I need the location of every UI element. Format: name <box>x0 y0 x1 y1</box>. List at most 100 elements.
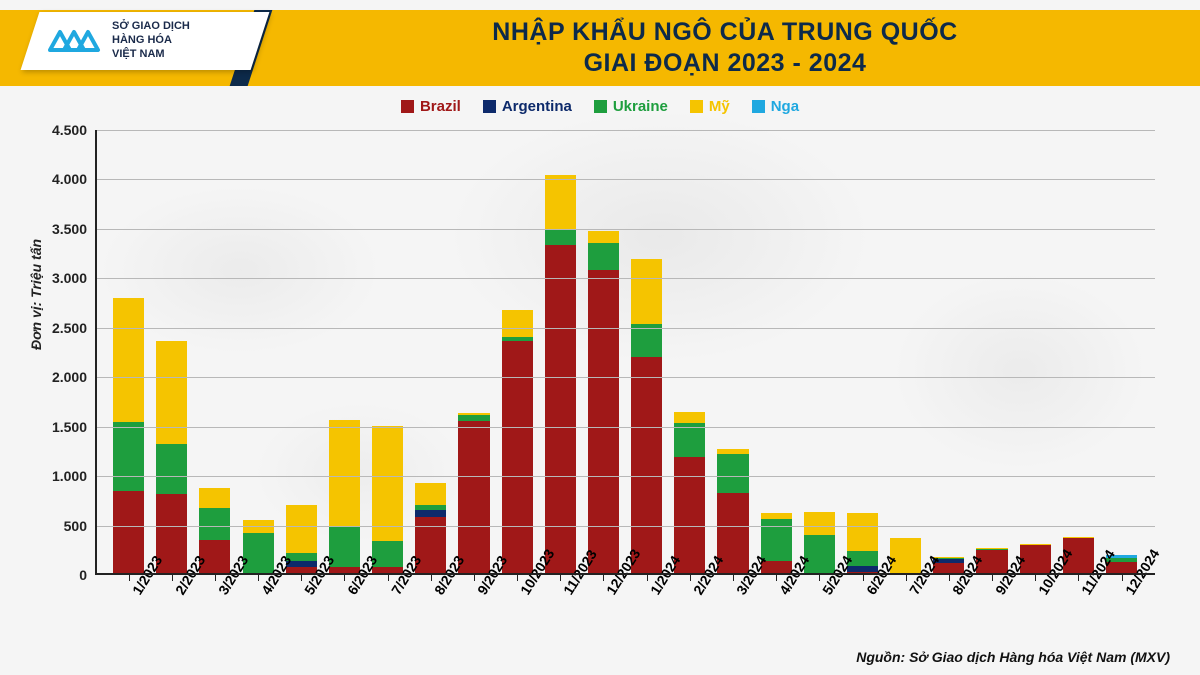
x-tick <box>603 575 604 581</box>
x-tick <box>1035 575 1036 581</box>
bar-seg-my <box>372 426 403 542</box>
bar-seg-ukraine <box>588 243 619 271</box>
legend-item-nga: Nga <box>752 98 799 115</box>
x-tick <box>1078 575 1079 581</box>
legend-label: Nga <box>771 98 799 115</box>
bar-seg-my <box>286 505 317 553</box>
bar-column <box>668 130 711 575</box>
bar-seg-ukraine <box>545 229 576 245</box>
x-label-col: 8/2024 <box>927 575 970 645</box>
x-tick <box>733 575 734 581</box>
bar-column <box>366 130 409 575</box>
bar-seg-brazil <box>502 341 533 575</box>
y-tick-label: 2.000 <box>52 369 87 385</box>
bar-seg-argentina <box>415 510 446 517</box>
bar-seg-my <box>890 538 921 574</box>
y-tick-label: 500 <box>64 518 87 534</box>
bar-column <box>539 130 582 575</box>
x-label-col: 9/2024 <box>970 575 1013 645</box>
bar-column <box>884 130 927 575</box>
legend-swatch <box>752 100 765 113</box>
x-tick <box>344 575 345 581</box>
x-tick <box>1122 575 1123 581</box>
bar-seg-my <box>674 412 705 423</box>
logo-text: SỞ GIAO DỊCH HÀNG HÓA VIỆT NAM <box>112 20 190 61</box>
grid-line <box>95 229 1155 230</box>
x-label-col: 10/2023 <box>496 575 539 645</box>
x-label-col: 12/2024 <box>1100 575 1143 645</box>
bar-seg-ukraine <box>199 508 230 541</box>
grid-line <box>95 377 1155 378</box>
bar-seg-brazil <box>631 357 662 575</box>
chart-area: 1/20232/20233/20234/20235/20236/20237/20… <box>95 130 1155 575</box>
x-label-col: 4/2024 <box>755 575 798 645</box>
x-label-col: 8/2023 <box>409 575 452 645</box>
y-tick-label: 3.500 <box>52 221 87 237</box>
title-line2: GIAI ĐOẠN 2023 - 2024 <box>584 48 867 79</box>
grid-line <box>95 427 1155 428</box>
bar-seg-my <box>502 310 533 337</box>
bar-seg-brazil <box>588 270 619 575</box>
x-tick <box>819 575 820 581</box>
grid-line <box>95 526 1155 527</box>
bar-column <box>409 130 452 575</box>
x-tick <box>690 575 691 581</box>
bar-column <box>625 130 668 575</box>
bar-seg-my <box>156 341 187 445</box>
legend-swatch <box>401 100 414 113</box>
x-label-col: 3/2023 <box>193 575 236 645</box>
x-label-col: 5/2024 <box>798 575 841 645</box>
x-axis-labels: 1/20232/20233/20234/20235/20236/20237/20… <box>95 575 1155 645</box>
legend-item-argentina: Argentina <box>483 98 572 115</box>
grid-line <box>95 278 1155 279</box>
x-tick <box>647 575 648 581</box>
bar-seg-brazil <box>458 421 489 575</box>
x-tick <box>517 575 518 581</box>
bar-column <box>582 130 625 575</box>
x-label-col: 3/2024 <box>711 575 754 645</box>
x-label-col: 6/2024 <box>841 575 884 645</box>
plot-area: 1/20232/20233/20234/20235/20236/20237/20… <box>95 130 1155 575</box>
bar-column <box>711 130 754 575</box>
chart-legend: BrazilArgentinaUkraineMỹNga <box>0 98 1200 115</box>
y-tick-label: 4.000 <box>52 171 87 187</box>
legend-swatch <box>690 100 703 113</box>
legend-item-my: Mỹ <box>690 98 730 115</box>
y-tick-label: 2.500 <box>52 320 87 336</box>
grid-line <box>95 179 1155 180</box>
logo-line3: VIỆT NAM <box>112 48 190 62</box>
x-tick <box>906 575 907 581</box>
bar-seg-my <box>588 231 619 243</box>
x-label-col: 11/2024 <box>1057 575 1100 645</box>
y-axis-title: Đơn vị: Triệu tấn <box>28 239 44 350</box>
x-tick <box>301 575 302 581</box>
bar-column <box>107 130 150 575</box>
x-tick <box>388 575 389 581</box>
bar-seg-my <box>415 483 446 505</box>
bar-column <box>496 130 539 575</box>
x-tick <box>172 575 173 581</box>
logo-line1: SỞ GIAO DỊCH <box>112 20 190 34</box>
x-label-col: 1/2023 <box>107 575 150 645</box>
bar-seg-ukraine <box>243 533 274 575</box>
x-label-col: 10/2024 <box>1014 575 1057 645</box>
bar-seg-ukraine <box>156 444 187 493</box>
logo-line2: HÀNG HÓA <box>112 34 190 48</box>
header: NHẬP KHẨU NGÔ CỦA TRUNG QUỐC GIAI ĐOẠN 2… <box>0 0 1200 92</box>
x-tick <box>129 575 130 581</box>
source-credit: Nguồn: Sở Giao dịch Hàng hóa Việt Nam (M… <box>856 649 1170 665</box>
x-label-col: 7/2023 <box>366 575 409 645</box>
bar-seg-ukraine <box>631 324 662 358</box>
bar-seg-my <box>545 175 576 229</box>
bars-container <box>95 130 1155 575</box>
x-axis-line <box>95 573 1155 575</box>
bar-column <box>1100 130 1143 575</box>
x-tick <box>949 575 950 581</box>
legend-swatch <box>483 100 496 113</box>
x-tick <box>215 575 216 581</box>
logo-badge: SỞ GIAO DỊCH HÀNG HÓA VIỆT NAM <box>21 12 270 70</box>
x-tick <box>258 575 259 581</box>
x-label-col: 9/2023 <box>452 575 495 645</box>
bar-seg-ukraine <box>717 454 748 493</box>
legend-item-brazil: Brazil <box>401 98 461 115</box>
